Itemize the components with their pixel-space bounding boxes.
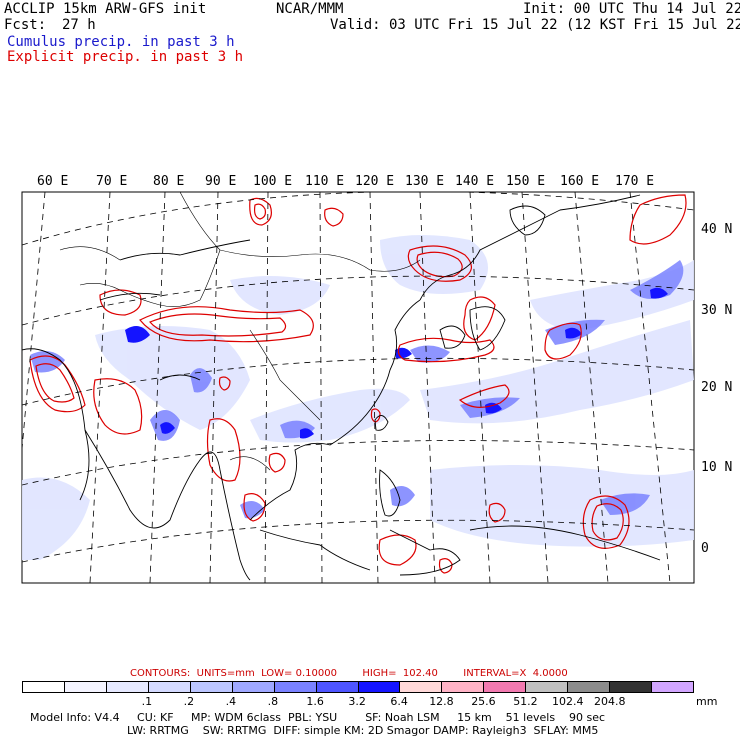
model-info-line2: LW: RRTMG SW: RRTMG DIFF: simple KM: 2D … (127, 724, 599, 737)
color-bar-cell (23, 682, 65, 692)
country-borders (59, 192, 421, 471)
color-bar-cell (652, 682, 693, 692)
color-bar-cell (568, 682, 611, 692)
color-bar-label: 102.4 (552, 695, 584, 708)
explicit-precip-areas (29, 194, 687, 574)
lon-label-120e: 120 E (355, 174, 395, 189)
lon-label-80e: 80 E (153, 174, 185, 189)
center-label: NCAR/MMM (276, 1, 344, 17)
color-bar-cell (64, 682, 107, 692)
color-bar (22, 681, 694, 693)
color-bar-cell (106, 682, 149, 692)
color-bar-label: 25.6 (471, 695, 496, 708)
coastlines (22, 194, 661, 581)
color-bar-label: 51.2 (513, 695, 538, 708)
color-bar-label: .4 (225, 695, 237, 708)
lon-label-90e: 90 E (205, 174, 237, 189)
lon-label-100e: 100 E (253, 174, 293, 189)
contour-info: CONTOURS: UNITS=mm LOW= 0.10000 HIGH= 10… (130, 668, 568, 679)
color-bar-cell (610, 682, 653, 692)
forecast-hour: 27 h (62, 17, 96, 33)
color-bar-cell (232, 682, 275, 692)
lat-label-0: 0 (701, 541, 709, 556)
model-title: ACCLIP 15km ARW-GFS init (4, 1, 207, 17)
lon-label-170e: 170 E (615, 174, 655, 189)
lon-label-130e: 130 E (405, 174, 445, 189)
lon-label-150e: 150 E (506, 174, 546, 189)
color-bar-label: .1 (141, 695, 153, 708)
valid-time: Valid: 03 UTC Fri 15 Jul 22 (12 KST Fri … (330, 17, 740, 33)
color-bar-cell (442, 682, 485, 692)
forecast-label: Fcst: (4, 17, 47, 33)
color-bar-cell (148, 682, 191, 692)
lat-label-30n: 30 N (701, 303, 733, 318)
color-bar-cell (358, 682, 401, 692)
lon-label-110e: 110 E (305, 174, 345, 189)
lon-label-60e: 60 E (37, 174, 69, 189)
color-bar-cell (190, 682, 233, 692)
lon-label-140e: 140 E (455, 174, 495, 189)
color-bar-label: 6.4 (390, 695, 408, 708)
color-bar-label: 12.8 (429, 695, 454, 708)
model-info-line1: Model Info: V4.4 CU: KF MP: WDM 6class P… (30, 711, 606, 724)
color-bar-label: 3.2 (348, 695, 366, 708)
graticule (22, 192, 694, 583)
lat-label-10n: 10 N (701, 460, 733, 475)
color-bar-label: 204.8 (594, 695, 626, 708)
color-bar-label: 1.6 (306, 695, 324, 708)
lon-label-160e: 160 E (560, 174, 600, 189)
color-bar-cell (274, 682, 317, 692)
lon-label-70e: 70 E (96, 174, 128, 189)
color-bar-unit: mm (696, 695, 718, 708)
color-bar-label: .2 (183, 695, 195, 708)
color-bar-label: .8 (267, 695, 279, 708)
color-bar-cell (400, 682, 443, 692)
color-bar-cell (316, 682, 359, 692)
cumulus-precip-heavy (125, 287, 668, 439)
field-cumulus-label: Cumulus precip. in past 3 h (7, 34, 235, 50)
lat-label-20n: 20 N (701, 380, 733, 395)
init-time: Init: 00 UTC Thu 14 Jul 22 (523, 1, 740, 17)
color-bar-cell (526, 682, 569, 692)
color-bar-cell (484, 682, 527, 692)
field-explicit-label: Explicit precip. in past 3 h (7, 49, 244, 65)
lat-label-40n: 40 N (701, 222, 733, 237)
